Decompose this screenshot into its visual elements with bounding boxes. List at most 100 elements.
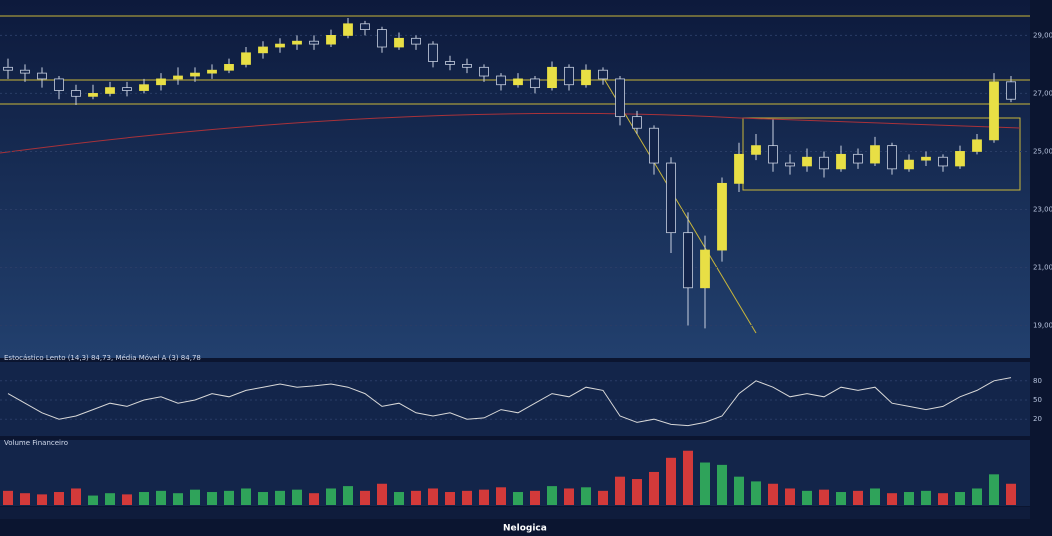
volume-bar: [360, 490, 370, 505]
moving-average: [0, 112, 1021, 154]
candle-body: [666, 162, 676, 234]
candle-body: [819, 156, 829, 170]
y-tick-label: 29,00: [1033, 31, 1052, 39]
volume-bar: [751, 481, 761, 505]
volume-bar: [173, 493, 183, 505]
candle-body: [88, 93, 98, 97]
volume-bar: [479, 489, 489, 505]
volume-bar: [513, 492, 523, 505]
candle-body: [853, 153, 863, 164]
candle-body: [241, 52, 251, 65]
candle-body: [904, 159, 914, 170]
candle-body: [717, 182, 727, 251]
candle-body: [275, 43, 285, 48]
volume-bar: [309, 493, 319, 505]
volume-bar: [700, 462, 710, 505]
volume-title: Volume Financeiro: [4, 439, 68, 447]
volume-bar: [54, 492, 64, 505]
volume-bar: [649, 471, 659, 505]
volume-bar: [683, 450, 693, 505]
candle-body: [105, 87, 115, 94]
volume-bar: [190, 489, 200, 505]
date-axis: [0, 507, 1030, 519]
candle-body: [377, 29, 387, 48]
candle-body: [836, 153, 846, 170]
volume-bar: [581, 487, 591, 505]
candle-body: [751, 145, 761, 155]
volume-bar: [3, 490, 13, 505]
volume-bar: [105, 493, 115, 505]
y-tick-label: 20: [1033, 415, 1042, 423]
volume-bar: [139, 492, 149, 505]
volume-bar: [734, 476, 744, 505]
volume-bar: [785, 488, 795, 505]
volume-bar: [292, 489, 302, 505]
stochastic-line: [7, 377, 1012, 427]
candle-body: [547, 66, 557, 89]
candle-body: [955, 151, 965, 167]
volume-bar: [972, 488, 982, 505]
y-tick-label: 19,00: [1033, 321, 1052, 329]
candle-body: [734, 153, 744, 184]
volume-bar: [71, 488, 81, 505]
candle-body: [360, 23, 370, 31]
candle-body: [496, 75, 506, 86]
candle-body: [343, 23, 353, 36]
brand: Nelogica: [503, 524, 547, 534]
volume-bar: [564, 488, 574, 505]
candle-body: [479, 66, 489, 77]
trend-line: [599, 71, 757, 334]
y-tick-label: 50: [1033, 396, 1042, 404]
candle-body: [938, 156, 948, 167]
candle-body: [139, 84, 149, 91]
candle-body: [54, 78, 64, 91]
volume-bar: [802, 490, 812, 505]
candle-body: [683, 232, 693, 289]
volume-bar: [836, 492, 846, 505]
candle-body: [564, 66, 574, 86]
volume-bar: [989, 474, 999, 505]
candle-body: [190, 72, 200, 77]
candle-body: [207, 69, 217, 74]
volume-bar: [530, 490, 540, 505]
stochastic-panel: [0, 362, 1030, 436]
candle-body: [921, 156, 931, 161]
candle-body: [309, 40, 319, 45]
volume-bar: [394, 492, 404, 505]
candle-body: [649, 127, 659, 164]
volume-bar: [887, 493, 897, 505]
volume-bar: [241, 488, 251, 505]
volume-bar: [853, 490, 863, 505]
volume-bar: [445, 492, 455, 505]
y-tick-label: 27,00: [1033, 89, 1052, 97]
candle-body: [989, 81, 999, 141]
candle-body: [428, 43, 438, 62]
volume-bar: [428, 488, 438, 505]
volume-bar: [904, 492, 914, 505]
candle-body: [513, 78, 523, 86]
volume-bar: [921, 490, 931, 505]
candle-body: [598, 69, 608, 80]
candle-body: [700, 249, 710, 289]
volume-bar: [326, 488, 336, 505]
candle-body: [768, 145, 778, 164]
y-tick-label: 21,00: [1033, 263, 1052, 271]
volume-bar: [258, 492, 268, 505]
volume-bar: [343, 486, 353, 505]
candle-body: [326, 35, 336, 45]
volume-bar: [88, 495, 98, 505]
candle-body: [785, 162, 795, 167]
volume-bar: [496, 487, 506, 505]
candle-body: [20, 69, 30, 74]
candle-body: [462, 64, 472, 68]
candle-body: [224, 64, 234, 71]
candle-body: [1006, 81, 1016, 100]
volume-bar: [666, 457, 676, 505]
volume-bar: [955, 492, 965, 505]
volume-bar: [1006, 483, 1016, 505]
candle-body: [802, 156, 812, 167]
volume-bar: [37, 494, 47, 505]
candle-body: [394, 37, 404, 48]
candle-body: [3, 66, 13, 71]
candle-body: [445, 61, 455, 65]
